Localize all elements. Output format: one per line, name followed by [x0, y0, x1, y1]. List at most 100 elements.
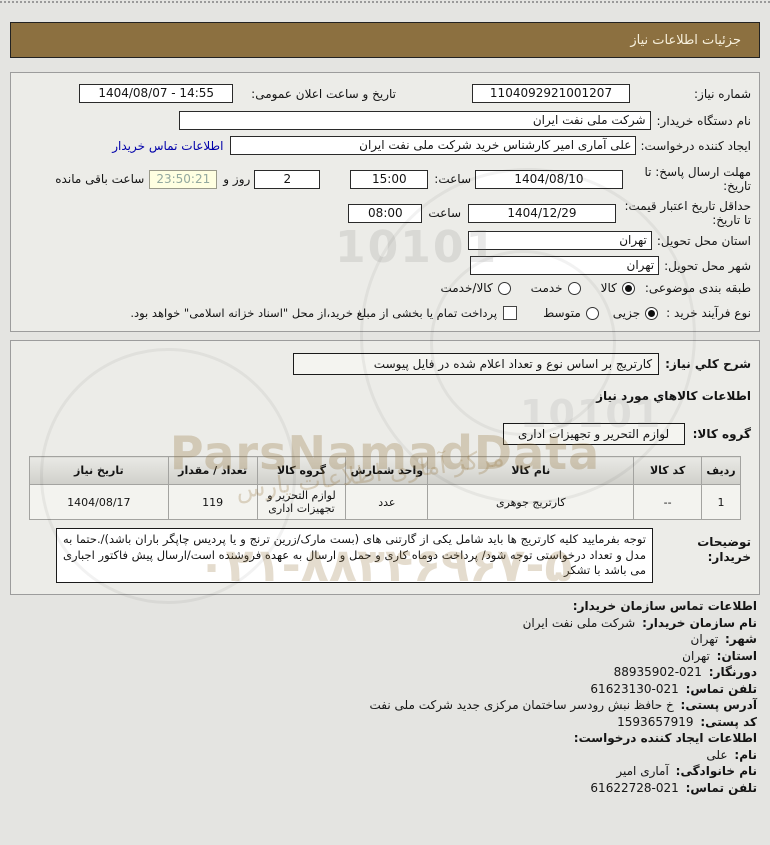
radio-service-icon[interactable] — [567, 281, 581, 295]
treasury-docs-label: پرداخت تمام یا بخشی از مبلغ خرید،از محل … — [130, 306, 498, 320]
province-label: استان: — [716, 648, 757, 663]
col-goods-code: کد کالا — [633, 456, 702, 485]
col-row-number: ردیف — [700, 456, 742, 485]
contact-line: تلفن تماس: 61622728-021 — [13, 780, 757, 797]
classification-option-service[interactable]: خدمت — [531, 281, 581, 295]
announce-label: تاریخ و ساعت اعلان عمومی: — [251, 86, 396, 101]
goods-group-label: گروه کالا: — [692, 427, 751, 441]
price-validity-row: حداقل تاریخ اعتبار قیمت: تا تاریخ: 1404/… — [17, 199, 751, 227]
request-creator-field[interactable]: علی آماری امیر کارشناس خرید شرکت ملی نفت… — [230, 136, 637, 155]
radio-goods-label: کالا — [600, 281, 617, 295]
goods-table-row: 1 -- کارتریج جوهری عدد لوازم التحریر و ت… — [29, 484, 742, 520]
col-count-unit: واحد شمارش — [345, 456, 429, 485]
reply-deadline-hour-label: ساعت: — [434, 172, 471, 186]
need-number-row: شماره نیاز: 1104092921001207 تاریخ و ساع… — [17, 84, 751, 103]
treasury-docs-checkbox[interactable] — [503, 306, 518, 320]
price-validity-label: حداقل تاریخ اعتبار قیمت: تا تاریخ: — [624, 199, 751, 227]
buyer-org-field[interactable]: شرکت ملی نفت ایران — [178, 111, 651, 130]
cell-quantity: 119 — [167, 484, 258, 520]
contact-line: استان: تهران — [13, 648, 757, 665]
radio-service-label: خدمت — [530, 281, 563, 295]
last-name-label: نام خانوادگی: — [675, 764, 757, 778]
delivery-city-field[interactable]: تهران — [470, 256, 660, 275]
phone-value: 61623130-021 — [590, 681, 679, 696]
cell-count-unit: عدد — [345, 484, 429, 520]
days-remaining-field[interactable]: 2 — [254, 169, 321, 189]
delivery-province-field[interactable]: تهران — [467, 231, 652, 250]
col-need-date: تاریخ نیاز — [29, 456, 169, 485]
goods-info-heading: اطلاعات کالاهاي مورد نیاز — [596, 389, 751, 403]
contact-line: نام سازمان خریدار: شرکت ملی نفت ایران — [13, 615, 757, 632]
postal-code-value: 1593657919 — [617, 714, 694, 729]
org-name-label: نام سازمان خریدار: — [642, 615, 757, 630]
cell-need-date: 1404/08/17 — [29, 484, 169, 520]
creator-phone-label: تلفن تماس: — [685, 780, 757, 795]
delivery-city-label: شهر محل تحویل: — [664, 258, 751, 273]
buyer-notes-label: توضیحات خریدار: — [697, 535, 751, 564]
cell-row-number: 1 — [700, 484, 742, 520]
price-validity-hour-label: ساعت — [428, 206, 461, 220]
buyer-org-label: نام دستگاه خریدار: — [656, 113, 752, 128]
request-creator-label: ایجاد کننده درخواست: — [640, 138, 751, 153]
goods-info-panel: شرح کلي نیاز: کارتریج بر اساس نوع و تعدا… — [10, 340, 760, 595]
request-creator-row: ایجاد کننده درخواست: علی آماری امیر کارش… — [17, 136, 751, 155]
last-name-value: آماری امیر — [616, 764, 669, 778]
need-number-label: شماره نیاز: — [694, 86, 751, 101]
radio-medium-label: متوسط — [543, 306, 581, 320]
page-title-bar: جزئیات اطلاعات نیاز — [10, 22, 760, 58]
city-value: تهران — [690, 632, 719, 646]
need-description-field[interactable]: کارتریج بر اساس نوع و تعداد اعلام شده در… — [293, 353, 660, 375]
org-contact-heading: اطلاعات تماس سازمان خریدار: — [572, 599, 757, 613]
top-dotted-divider — [0, 1, 770, 3]
radio-goods-service-icon[interactable] — [497, 281, 511, 295]
need-number-value: 1104092921001207 — [489, 86, 613, 100]
postal-code-label: کد پستی: — [700, 714, 757, 729]
reply-deadline-date-field[interactable]: 1404/08/10 — [475, 169, 623, 189]
reply-deadline-time-field[interactable]: 15:00 — [350, 169, 429, 189]
announce-datetime-field[interactable]: 1404/08/07 - 14:55 — [79, 84, 234, 103]
radio-medium-icon[interactable] — [585, 306, 599, 320]
price-validity-date-field[interactable]: 1404/12/29 — [468, 203, 616, 223]
buyer-contact-link[interactable]: اطلاعات تماس خریدار — [112, 138, 224, 153]
first-name-value: علی — [706, 747, 728, 762]
need-number-field[interactable]: 1104092921001207 — [472, 84, 630, 103]
process-option-partial[interactable]: جزیی — [612, 306, 659, 320]
buyer-org-row: نام دستگاه خریدار: شرکت ملی نفت ایران — [17, 111, 751, 130]
reply-deadline-row: مهلت ارسال پاسخ: تا تاریخ: 1404/08/10 سا… — [17, 165, 751, 193]
col-quantity: تعداد / مقدار — [167, 456, 258, 485]
goods-table-header-row: ردیف کد کالا نام کالا واحد شمارش گروه کا… — [29, 456, 742, 485]
goods-table: ردیف کد کالا نام کالا واحد شمارش گروه کا… — [29, 456, 742, 520]
radio-partial-icon[interactable] — [645, 306, 659, 320]
days-label: روز و — [223, 172, 251, 186]
goods-group-field[interactable]: لوازم التحریر و تجهیزات اداری — [502, 423, 685, 445]
cell-goods-name: کارتریج جوهری — [427, 484, 635, 520]
radio-goods-icon[interactable] — [621, 281, 635, 295]
province-value: تهران — [682, 648, 710, 663]
purchase-process-label: نوع فرآیند خرید : — [666, 306, 751, 320]
classification-option-goods[interactable]: کالا — [601, 281, 635, 295]
cell-goods-code: -- — [633, 484, 702, 520]
org-name-value: شرکت ملی نفت ایران — [522, 615, 636, 630]
cell-goods-group: لوازم التحریر و تجهیزات اداری — [256, 484, 347, 520]
reply-deadline-label: مهلت ارسال پاسخ: تا تاریخ: — [644, 165, 751, 193]
price-validity-time-field[interactable]: 08:00 — [348, 203, 423, 223]
first-name-label: نام: — [734, 747, 757, 762]
hours-remaining-label: ساعت باقی مانده — [55, 172, 145, 186]
process-option-medium[interactable]: متوسط — [543, 306, 599, 320]
contact-line: تلفن تماس: 61623130-021 — [13, 681, 757, 698]
radio-partial-label: جزیی — [612, 306, 641, 320]
col-goods-group: گروه کالا — [256, 456, 347, 485]
classification-option-goods-service[interactable]: کالا/خدمت — [440, 281, 511, 295]
creator-contact-heading: اطلاعات ایجاد کننده درخواست: — [573, 731, 757, 745]
need-description-row: شرح کلي نیاز: کارتریج بر اساس نوع و تعدا… — [17, 353, 751, 375]
goods-group-row: گروه کالا: لوازم التحریر و تجهیزات اداری — [17, 423, 751, 445]
postal-address-value: خ حافظ نبش رودسر ساختمان مرکزی جدید شرکت… — [369, 698, 674, 712]
contact-line: نام: علی — [13, 747, 757, 764]
buyer-notes-field[interactable]: توجه بفرمایید کلیه کارتریج ها باید شامل … — [56, 528, 653, 583]
contact-line: آدرس پستی: خ حافظ نبش رودسر ساختمان مرکز… — [13, 697, 757, 714]
contact-info-section: اطلاعات تماس سازمان خریدار: نام سازمان خ… — [13, 598, 757, 796]
classification-row: طبقه بندی موضوعی: کالا خدمت کالا/خدمت — [17, 281, 751, 295]
delivery-city-row: شهر محل تحویل: تهران — [17, 256, 751, 275]
fax-value: 88935902-021 — [613, 665, 702, 679]
